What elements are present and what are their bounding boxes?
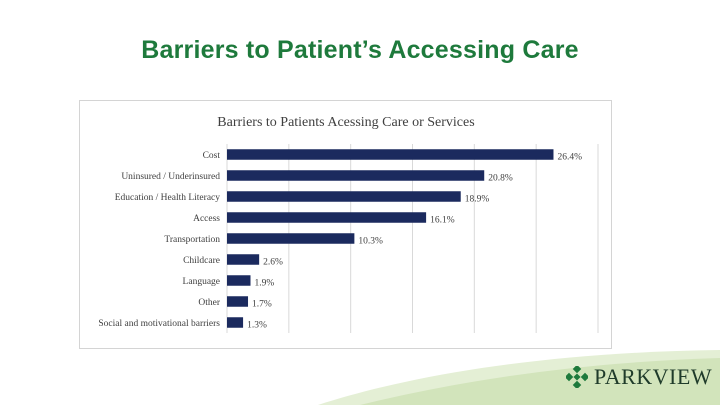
value-label: 1.7% (252, 300, 272, 310)
category-label: Education / Health Literacy (115, 193, 220, 203)
category-label: Childcare (183, 256, 220, 266)
value-label: 2.6% (263, 258, 283, 268)
parkview-diamond-icon (566, 366, 588, 388)
bar (227, 233, 355, 244)
value-label: 1.9% (254, 279, 274, 289)
value-label: 18.9% (465, 195, 490, 205)
category-label: Language (183, 277, 220, 287)
category-label: Cost (203, 151, 221, 161)
slide-title: Barriers to Patient’s Accessing Care (141, 36, 579, 64)
chart-title: Barriers to Patients Acessing Care or Se… (217, 115, 474, 130)
bar (227, 254, 260, 265)
value-label: 10.3% (358, 237, 383, 247)
bar (227, 275, 251, 286)
bar (227, 170, 485, 181)
bar (227, 191, 461, 202)
parkview-logo: PARKVIEW (566, 362, 712, 392)
value-label: 1.3% (247, 321, 267, 331)
category-label: Transportation (164, 235, 220, 245)
bar (227, 317, 244, 328)
chart-panel: Barriers to Patients Acessing Care or Se… (79, 100, 612, 349)
value-label: 26.4% (557, 153, 582, 163)
category-label: Access (193, 214, 220, 224)
bar (227, 296, 249, 307)
parkview-wordmark: PARKVIEW (594, 364, 713, 389)
value-label: 20.8% (488, 174, 513, 184)
category-label: Other (198, 298, 220, 308)
bar (227, 149, 554, 160)
bar-chart: Barriers to Patients Acessing Care or Se… (98, 115, 599, 333)
value-label: 16.1% (430, 216, 455, 226)
category-label: Social and motivational barriers (98, 319, 220, 329)
category-label: Uninsured / Underinsured (121, 172, 220, 182)
bar (227, 212, 427, 223)
